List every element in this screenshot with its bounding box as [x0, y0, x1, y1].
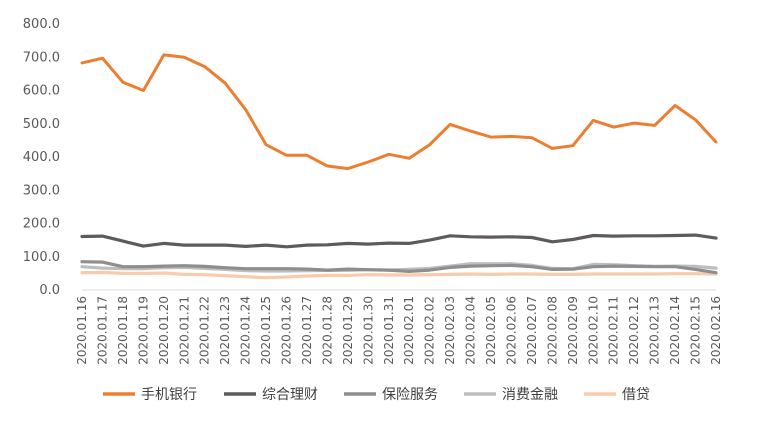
- y-axis: 0.0 100.0 200.0 300.0 400.0 500.0 600.0 700.0 80…: [23, 17, 60, 298]
- x-tick-label: 2020.01.20: [157, 296, 171, 365]
- x-tick-label: 2020.02.02: [423, 296, 437, 365]
- legend-label: 借贷: [622, 387, 650, 403]
- legend-label: 手机银行: [141, 387, 197, 403]
- x-tick-label: 2020.01.28: [320, 296, 334, 365]
- y-tick-label: 500.0: [23, 117, 60, 132]
- x-tick-label: 2020.01.22: [198, 296, 212, 365]
- x-tick-label: 2020.02.03: [443, 296, 457, 365]
- x-tick-label: 2020.01.31: [382, 296, 396, 365]
- x-tick-label: 2020.01.27: [300, 296, 314, 365]
- legend-label: 保险服务: [382, 387, 438, 403]
- x-tick-label: 2020.01.24: [239, 296, 253, 365]
- x-tick-label: 2020.01.21: [177, 296, 191, 365]
- y-tick-label: 800.0: [23, 17, 60, 32]
- x-tick-label: 2020.02.13: [648, 296, 662, 365]
- x-tick-label: 2020.02.07: [525, 296, 539, 365]
- x-tick-label: 2020.01.29: [341, 296, 355, 365]
- x-tick-label: 2020.02.11: [607, 296, 621, 365]
- y-tick-label: 400.0: [23, 150, 60, 165]
- x-tick-label: 2020.01.17: [95, 296, 109, 365]
- y-tick-label: 600.0: [23, 84, 60, 99]
- x-axis: 2020.01.16 2020.01.17 2020.01.18 2020.01.19…: [75, 289, 723, 365]
- x-tick-label: 2020.01.18: [116, 296, 130, 365]
- x-tick-label: 2020.01.23: [218, 296, 232, 365]
- series-line-3: [80, 260, 718, 275]
- series-line-1: [80, 53, 718, 171]
- series-line-2: [80, 233, 718, 249]
- series-layer: [80, 53, 718, 280]
- legend: 手机银行 综合理财 保险服务 消费金融 借贷: [103, 387, 650, 403]
- y-tick-label: 100.0: [23, 250, 60, 265]
- x-tick-label: 2020.01.19: [136, 296, 150, 365]
- x-tick-label: 2020.01.30: [361, 296, 375, 365]
- y-tick-label: 300.0: [23, 183, 60, 198]
- x-tick-label: 2020.02.08: [545, 296, 559, 365]
- x-tick-label: 2020.02.10: [586, 296, 600, 365]
- x-tick-label: 2020.02.01: [402, 296, 416, 365]
- x-tick-label: 2020.02.14: [668, 296, 682, 365]
- y-tick-label: 700.0: [23, 50, 60, 65]
- x-tick-label: 2020.01.16: [75, 296, 89, 365]
- x-tick-label: 2020.02.05: [484, 296, 498, 365]
- legend-label: 消费金融: [502, 387, 558, 403]
- x-tick-label: 2020.02.12: [627, 296, 641, 365]
- legend-label: 综合理财: [262, 387, 318, 403]
- x-tick-label: 2020.01.25: [259, 296, 273, 365]
- x-tick-label: 2020.02.04: [464, 296, 478, 365]
- x-tick-label: 2020.02.06: [504, 296, 518, 365]
- x-tick-label: 2020.02.09: [566, 296, 580, 365]
- x-tick-label: 2020.02.15: [689, 296, 703, 365]
- x-tick-label: 2020.01.26: [280, 296, 294, 365]
- x-tick-label: 2020.02.16: [709, 296, 723, 365]
- y-tick-label: 200.0: [23, 217, 60, 232]
- y-tick-label: 0.0: [39, 283, 60, 298]
- series-line-5: [80, 270, 718, 280]
